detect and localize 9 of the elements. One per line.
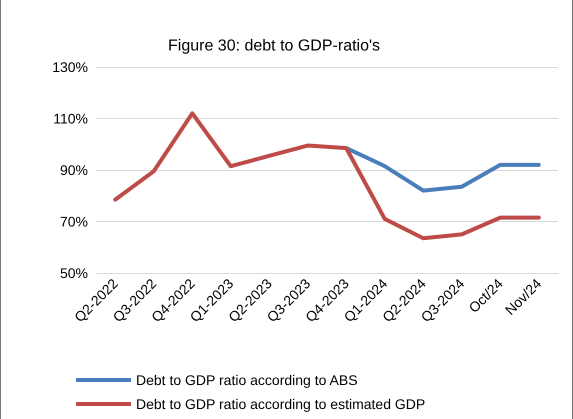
legend-label: Debt to GDP ratio according to estimated GDP: [136, 396, 426, 412]
y-tick-label: 130%: [52, 59, 88, 75]
y-tick-label: 90%: [60, 162, 88, 178]
y-tick-label: 110%: [53, 110, 88, 126]
y-tick-label: 50%: [60, 265, 88, 281]
y-tick-label: 70%: [60, 214, 88, 230]
line-series: [113, 111, 541, 240]
chart-title: Figure 30: debt to GDP-ratio's: [168, 38, 380, 54]
legend-label: Debt to GDP ratio according to ABS: [136, 372, 358, 388]
